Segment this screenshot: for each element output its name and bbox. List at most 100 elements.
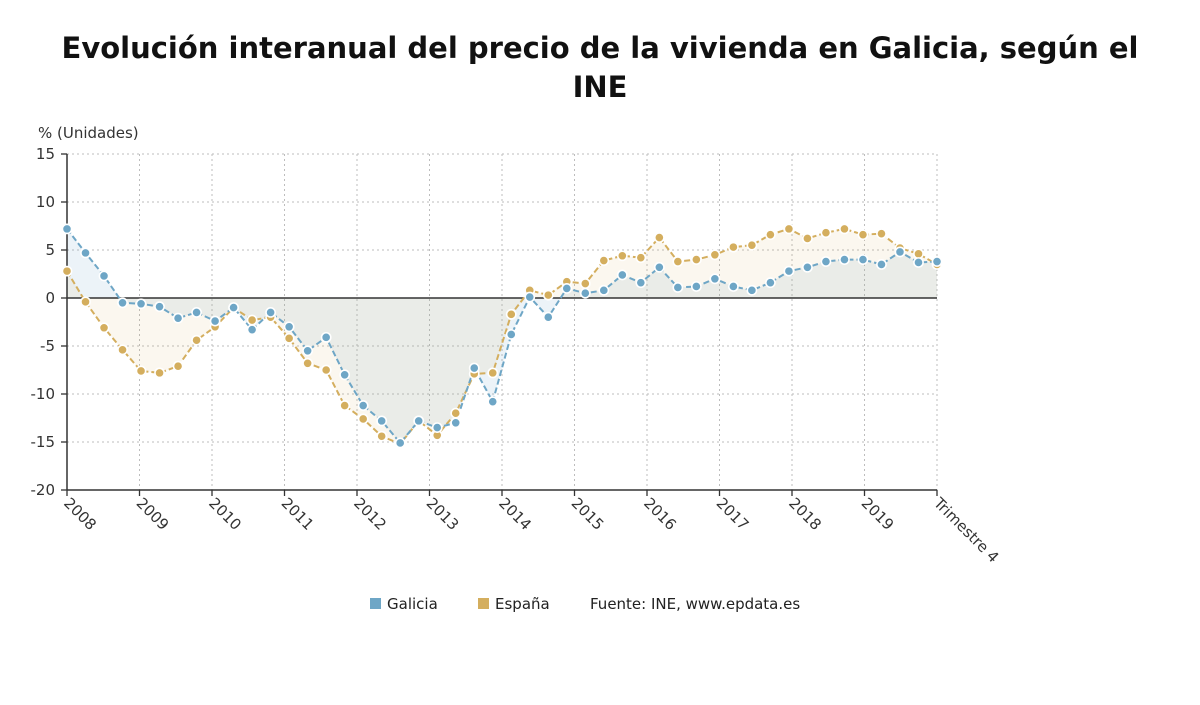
y-tick-label: -20	[31, 481, 56, 499]
data-point-espana	[302, 357, 314, 369]
data-point-espana	[135, 365, 147, 377]
legend: Galicia España Fuente: INE, www.epdata.e…	[370, 595, 800, 613]
data-point-galicia	[746, 284, 758, 296]
data-point-espana	[579, 278, 591, 289]
data-point-espana	[765, 229, 776, 241]
data-point-galicia	[635, 277, 647, 289]
area-espana	[67, 228, 937, 444]
legend-label-galicia: Galicia	[387, 595, 438, 613]
y-tick-label: -15	[31, 433, 56, 451]
data-point-galicia	[394, 437, 406, 449]
data-point-galicia	[154, 301, 165, 313]
x-tick-label: 2010	[205, 494, 245, 534]
data-point-galicia	[653, 261, 665, 273]
data-point-galicia	[561, 282, 573, 294]
x-tick-label: 2012	[350, 494, 390, 534]
data-point-galicia	[228, 302, 239, 313]
x-tick-label: 2018	[785, 494, 825, 534]
data-point-galicia	[765, 277, 776, 289]
data-point-galicia	[98, 270, 110, 282]
data-point-espana	[653, 232, 665, 243]
data-point-galicia	[357, 400, 369, 411]
data-point-galicia	[413, 415, 425, 427]
data-point-galicia	[579, 287, 591, 299]
y-tick-labels: 15 10 5 0 -5 -10 -15 -20	[31, 145, 56, 499]
data-point-espana	[117, 344, 128, 356]
legend-swatch-espana	[478, 598, 489, 609]
area-galicia	[67, 228, 937, 443]
x-tick-label: Trimestre 4	[929, 493, 1002, 566]
data-point-galicia	[505, 329, 517, 340]
data-point-espana	[246, 314, 258, 326]
data-point-galicia	[709, 273, 721, 285]
chart-title-line-2: INE	[573, 70, 628, 104]
data-point-galicia	[913, 257, 924, 268]
legend-swatch-galicia	[370, 598, 381, 609]
data-point-espana	[172, 360, 184, 372]
data-point-espana	[98, 322, 110, 334]
data-point-galicia	[246, 324, 258, 336]
data-point-espana	[283, 332, 295, 344]
data-point-galicia	[524, 291, 536, 303]
data-point-galicia	[61, 223, 73, 235]
data-point-espana	[598, 255, 610, 266]
data-point-espana	[820, 227, 832, 239]
x-tick-label: 2019	[858, 494, 898, 534]
data-point-espana	[487, 367, 499, 379]
chart-title-line-1: Evolución interanual del precio de la vi…	[62, 31, 1139, 65]
data-point-galicia	[283, 321, 295, 333]
data-point-espana	[635, 252, 647, 264]
x-tick-label: 2016	[640, 494, 680, 534]
data-point-galicia	[839, 254, 850, 265]
grid-lines	[67, 153, 938, 491]
data-point-galicia	[80, 247, 91, 259]
data-point-galicia	[598, 284, 610, 296]
x-tick-labels: 2008 2009 2010 2011 2012 2013 2014 2015 2016 2017…	[60, 493, 1002, 566]
y-tick-label: 10	[36, 193, 55, 211]
axes	[61, 153, 938, 496]
y-axis-label: % (Unidades)	[38, 124, 139, 142]
data-point-galicia	[727, 281, 739, 292]
data-point-galicia	[191, 306, 202, 318]
data-point-espana	[876, 228, 887, 240]
y-tick-label: 5	[45, 241, 55, 259]
data-point-galicia	[339, 369, 351, 381]
data-point-espana	[709, 249, 721, 261]
x-tick-label: 2008	[60, 494, 100, 534]
y-tick-label: 15	[36, 145, 55, 163]
data-point-espana	[320, 364, 332, 376]
data-point-espana	[339, 400, 351, 411]
series-points	[61, 223, 943, 450]
y-tick-label: -10	[31, 385, 56, 403]
data-point-galicia	[172, 312, 184, 324]
legend-label-espana: España	[495, 595, 550, 613]
data-point-galicia	[265, 306, 277, 318]
data-point-galicia	[690, 281, 702, 292]
source-note: Fuente: INE, www.epdata.es	[590, 595, 800, 613]
data-point-espana	[542, 289, 554, 301]
data-point-galicia	[302, 345, 314, 357]
data-point-espana	[802, 233, 813, 244]
data-point-espana	[839, 223, 850, 235]
series-areas	[67, 228, 937, 444]
data-point-galicia	[876, 258, 887, 270]
data-point-galicia	[431, 422, 443, 433]
data-point-espana	[505, 308, 517, 320]
data-point-galicia	[376, 415, 388, 427]
data-point-espana	[154, 367, 165, 379]
data-point-galicia	[117, 297, 128, 309]
x-tick-label: 2011	[278, 494, 318, 534]
data-point-galicia	[820, 256, 832, 267]
x-tick-label: 2013	[423, 494, 463, 534]
data-point-espana	[857, 229, 869, 241]
data-point-galicia	[135, 298, 147, 310]
data-point-espana	[783, 223, 795, 235]
data-point-espana	[913, 248, 924, 260]
data-point-galicia	[542, 311, 554, 323]
data-point-galicia	[783, 265, 795, 277]
y-tick-label: 0	[45, 289, 55, 307]
data-point-galicia	[857, 254, 869, 265]
data-point-galicia	[672, 282, 684, 293]
data-point-espana	[450, 407, 462, 419]
data-point-galicia	[209, 315, 221, 327]
